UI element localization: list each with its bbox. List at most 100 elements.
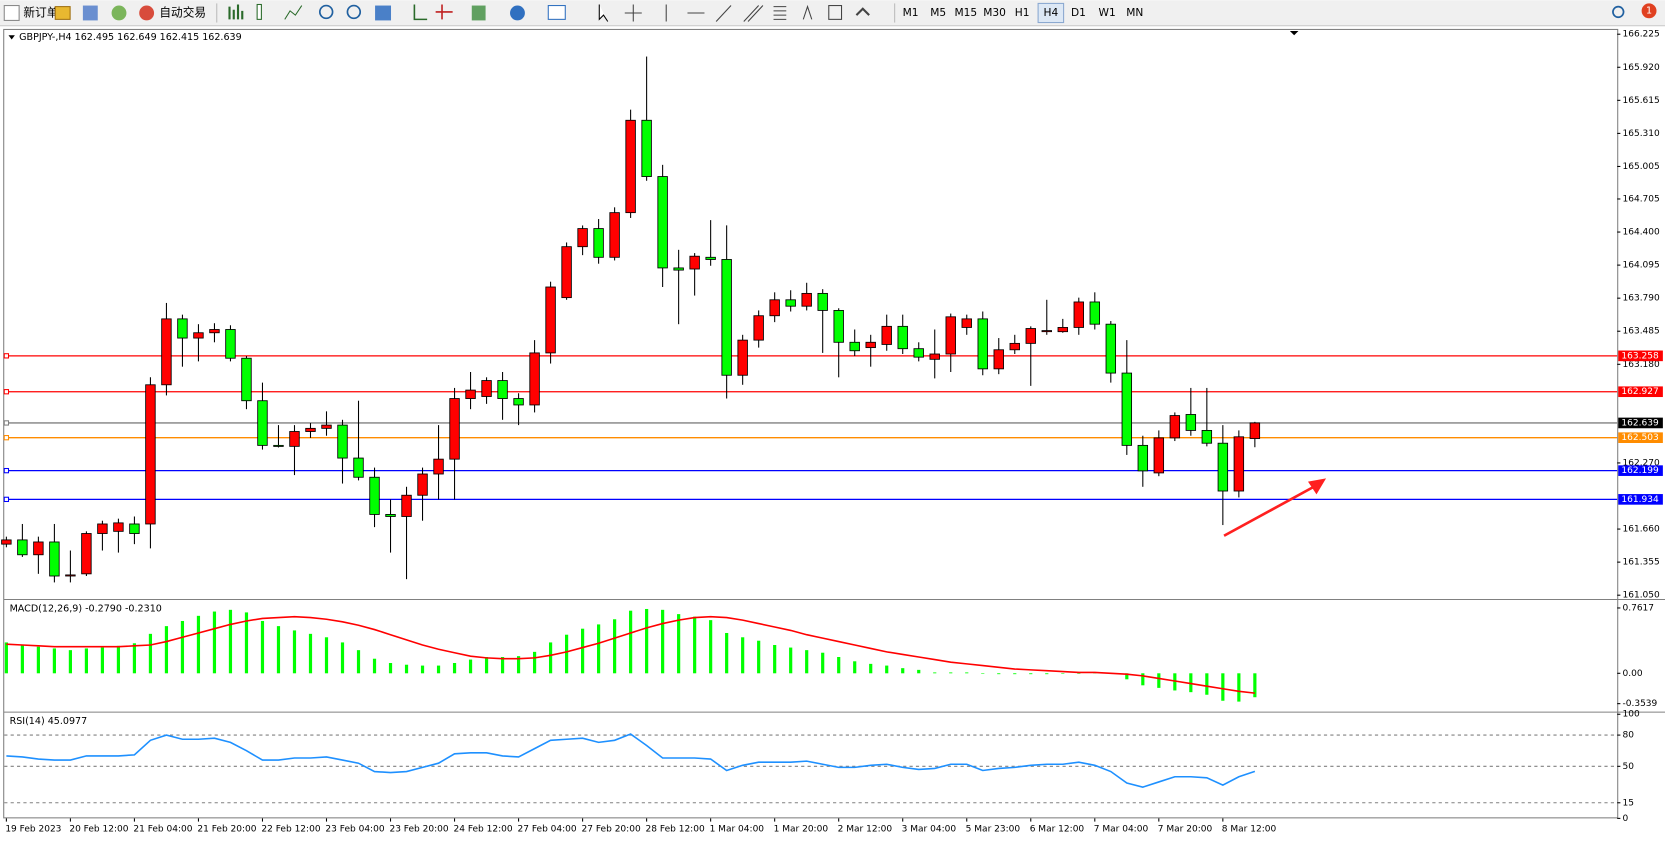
timeframe-button[interactable]: H1: [1015, 6, 1030, 19]
indicator-line: [6, 733, 1256, 788]
shift-icon[interactable]: [435, 4, 453, 20]
icon[interactable]: [111, 5, 127, 21]
histogram-bar: [709, 620, 713, 674]
tile-icon[interactable]: [375, 5, 392, 21]
y-tick-label: 164.705: [1622, 194, 1659, 204]
timeframe-button[interactable]: M5: [930, 6, 946, 19]
histogram-bar: [468, 659, 473, 674]
fibo-icon[interactable]: [773, 6, 787, 20]
level-marker: [3, 389, 10, 395]
annotation-arrowhead: [1307, 478, 1327, 495]
auto-trading-button[interactable]: 自动交易: [159, 5, 206, 19]
timeframe-button[interactable]: M15: [955, 6, 978, 19]
level-tag: [1618, 350, 1663, 362]
x-tick-label: 1 Mar 20:00: [774, 825, 829, 835]
arrows-icon[interactable]: [855, 7, 870, 16]
zoom-in-icon[interactable]: [318, 4, 334, 20]
histogram-bar: [773, 644, 777, 674]
histogram-bar: [853, 661, 857, 674]
candle-body: [849, 341, 860, 352]
timeframe-button[interactable]: D1: [1071, 6, 1086, 19]
histogram-bar: [452, 663, 457, 674]
timeframe-button[interactable]: W1: [1099, 6, 1116, 19]
candle-body: [1249, 422, 1261, 439]
crosshair-icon[interactable]: [624, 4, 642, 22]
active-timeframe[interactable]: [1037, 2, 1065, 24]
y-tick-label: 161.355: [1622, 558, 1659, 568]
icon[interactable]: [54, 6, 71, 20]
level-tag: [1618, 465, 1663, 476]
y-tick-label: 165.615: [1622, 96, 1659, 106]
candle-body: [1009, 342, 1020, 351]
timeframe-button[interactable]: MN: [1126, 6, 1143, 19]
histogram-bar: [661, 609, 665, 674]
indicators-icon[interactable]: [471, 5, 486, 21]
histogram-bar: [613, 619, 617, 674]
histogram-bar: [789, 647, 793, 674]
candle-body: [1105, 323, 1117, 374]
candle-body: [977, 318, 988, 370]
histogram-bar: [20, 644, 24, 674]
candle-body: [97, 523, 108, 534]
candle-body: [497, 380, 508, 399]
candle-body: [321, 424, 332, 429]
trendline-icon[interactable]: [715, 5, 732, 22]
candle-body: [513, 398, 524, 406]
x-tick-label: 7 Mar 04:00: [1094, 825, 1149, 835]
level-tag-label: 163.258: [1621, 351, 1659, 361]
candle-body: [929, 353, 940, 360]
y-tick-label: 165.005: [1622, 162, 1659, 172]
histogram-bar: [548, 642, 553, 674]
histogram-bar: [292, 630, 297, 674]
candle-body: [865, 341, 876, 349]
histogram-bar: [741, 637, 745, 674]
timeframe-button[interactable]: M30: [983, 6, 1006, 19]
candle-body: [1121, 372, 1133, 446]
histogram-bar: [645, 608, 649, 674]
candle-body: [129, 523, 140, 534]
histogram-bar: [1125, 673, 1129, 680]
candle-body: [737, 339, 748, 376]
histogram-bar: [132, 643, 137, 674]
histogram-bar: [420, 665, 425, 674]
y-tick-label: 166.225: [1622, 30, 1659, 40]
histogram-bar: [821, 652, 825, 674]
bar-chart-icon[interactable]: [228, 4, 244, 20]
candle-icon[interactable]: [256, 3, 262, 20]
new-order-icon[interactable]: [3, 5, 20, 21]
scroll-icon[interactable]: [413, 4, 428, 21]
candle-body: [33, 541, 44, 556]
cursor-icon[interactable]: [598, 4, 609, 22]
histogram-bar: [1189, 673, 1193, 693]
candle-body: [65, 574, 76, 577]
candle-body: [625, 119, 636, 214]
search-icon[interactable]: [1612, 5, 1625, 19]
candle-body: [209, 329, 220, 334]
candle-body: [81, 533, 92, 575]
text-icon[interactable]: [802, 4, 813, 20]
y-tick-label: 161.660: [1622, 525, 1660, 535]
histogram-bar: [1173, 673, 1177, 691]
new-order-button[interactable]: 新订单: [23, 5, 58, 19]
x-tick-label: 1 Mar 04:00: [710, 825, 765, 835]
zoom-out-icon[interactable]: [346, 4, 362, 20]
histogram-bar: [276, 626, 281, 674]
channel-icon[interactable]: [743, 5, 764, 22]
templates-icon[interactable]: [547, 5, 566, 20]
level-tag-label: 162.199: [1621, 466, 1659, 476]
label-icon[interactable]: [828, 5, 843, 20]
timeframe-button[interactable]: H4: [1043, 6, 1058, 19]
histogram-bar: [84, 648, 89, 674]
timeframe-button[interactable]: M1: [903, 6, 919, 19]
auto-trading-icon[interactable]: [139, 5, 155, 21]
x-tick-label: 28 Feb 12:00: [646, 825, 705, 835]
candle-body: [945, 316, 956, 355]
line-icon[interactable]: [284, 5, 303, 20]
periods-icon[interactable]: [510, 5, 525, 21]
histogram-bar: [1205, 673, 1209, 695]
histogram-bar: [757, 640, 761, 674]
notification-badge[interactable]: [1641, 3, 1657, 19]
histogram-bar: [677, 614, 681, 674]
icon[interactable]: [82, 5, 98, 21]
